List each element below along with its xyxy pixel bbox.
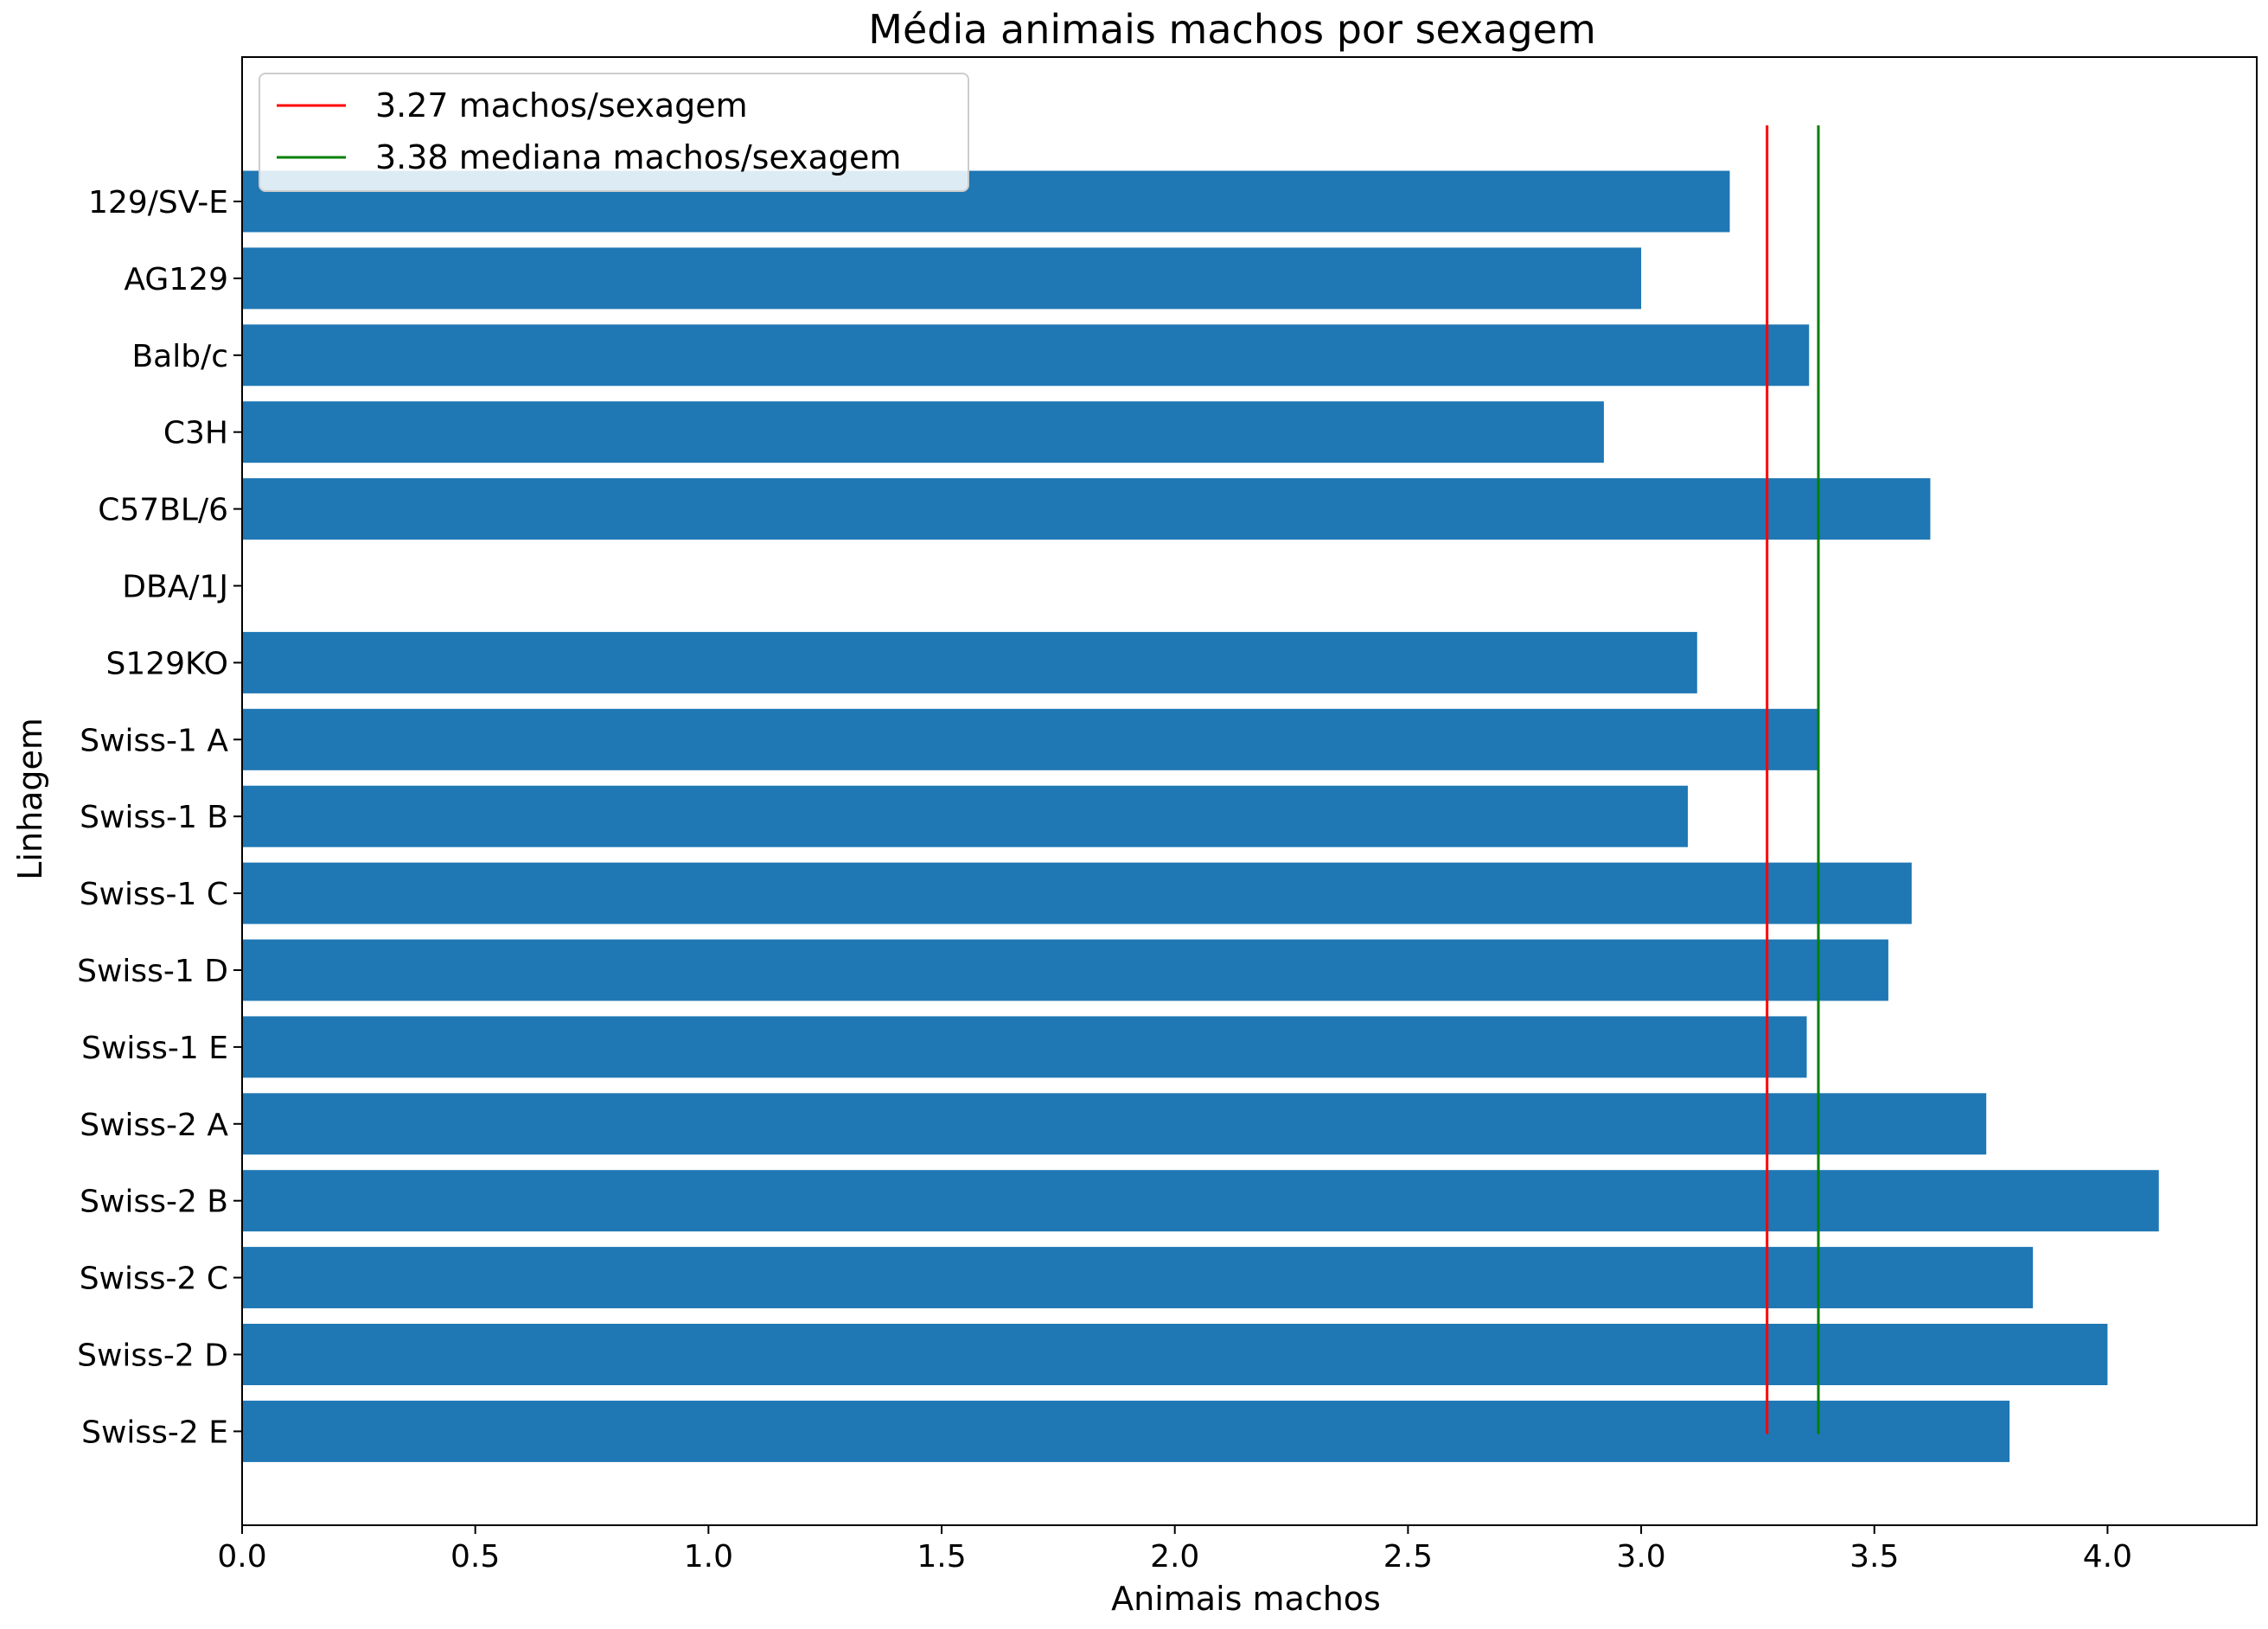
bar-3 xyxy=(242,401,1604,463)
reference-lines-group xyxy=(1766,125,1820,1434)
legend-label-1: 3.38 mediana machos/sexagem xyxy=(375,138,901,176)
bar-6 xyxy=(242,631,1697,693)
bar-4 xyxy=(242,478,1931,540)
bar-16 xyxy=(242,1400,2010,1462)
chart-title: Média animais machos por sexagem xyxy=(868,6,1596,53)
y-tick-label-5: DBA/1J xyxy=(122,570,228,605)
bar-15 xyxy=(242,1324,2108,1385)
x-tick-label-3: 1.5 xyxy=(917,1539,966,1575)
y-axis-label: Linhagem xyxy=(11,718,49,880)
bar-7 xyxy=(242,708,1819,770)
x-axis-ticks: 0.0 0.5 1.0 1.5 2.0 2.5 3.0 3.5 4.0 xyxy=(217,1525,2132,1575)
bar-11 xyxy=(242,1016,1807,1078)
legend-box xyxy=(259,73,969,192)
bar-9 xyxy=(242,862,1912,924)
x-tick-label-2: 1.0 xyxy=(684,1539,733,1575)
x-tick-label-4: 2.0 xyxy=(1150,1539,1199,1575)
x-tick-label-5: 2.5 xyxy=(1383,1539,1433,1575)
y-tick-label-7: Swiss-1 A xyxy=(80,723,228,758)
y-tick-label-10: Swiss-1 D xyxy=(77,954,228,989)
bar-14 xyxy=(242,1247,2034,1309)
x-axis-label: Animais machos xyxy=(1111,1580,1381,1618)
x-tick-label-1: 0.5 xyxy=(450,1539,500,1575)
y-tick-label-2: Balb/c xyxy=(131,339,228,374)
x-tick-label-8: 4.0 xyxy=(2083,1539,2132,1575)
y-tick-label-11: Swiss-1 E xyxy=(81,1031,228,1066)
bar-2 xyxy=(242,324,1810,386)
x-tick-label-7: 3.5 xyxy=(1850,1539,1899,1575)
bar-8 xyxy=(242,785,1688,847)
y-tick-label-12: Swiss-2 A xyxy=(80,1108,228,1143)
y-tick-label-1: AG129 xyxy=(124,262,228,297)
y-tick-label-13: Swiss-2 B xyxy=(80,1185,228,1220)
y-tick-label-15: Swiss-2 D xyxy=(77,1338,228,1374)
y-tick-label-0: 129/SV-E xyxy=(88,185,228,220)
y-tick-label-6: S129KO xyxy=(105,646,228,681)
bar-12 xyxy=(242,1093,1987,1155)
y-tick-label-9: Swiss-1 C xyxy=(80,877,228,912)
bar-10 xyxy=(242,939,1888,1001)
legend: 3.27 machos/sexagem 3.38 mediana machos/s… xyxy=(259,73,969,192)
legend-label-0: 3.27 machos/sexagem xyxy=(375,86,748,125)
y-tick-label-8: Swiss-1 B xyxy=(80,800,228,835)
y-tick-label-14: Swiss-2 C xyxy=(80,1262,228,1297)
x-tick-label-6: 3.0 xyxy=(1616,1539,1665,1575)
y-axis-ticks: 129/SV-E AG129 Balb/c C3H C57BL/6 DBA/1J S129K… xyxy=(77,185,242,1450)
y-tick-label-3: C3H xyxy=(163,416,228,451)
y-tick-label-4: C57BL/6 xyxy=(98,493,228,528)
bars-group xyxy=(242,170,2159,1462)
plot-frame xyxy=(241,56,2258,1526)
x-tick-label-0: 0.0 xyxy=(217,1539,266,1575)
bar-1 xyxy=(242,247,1642,310)
bar-13 xyxy=(242,1170,2159,1232)
y-tick-label-16: Swiss-2 E xyxy=(81,1415,228,1450)
